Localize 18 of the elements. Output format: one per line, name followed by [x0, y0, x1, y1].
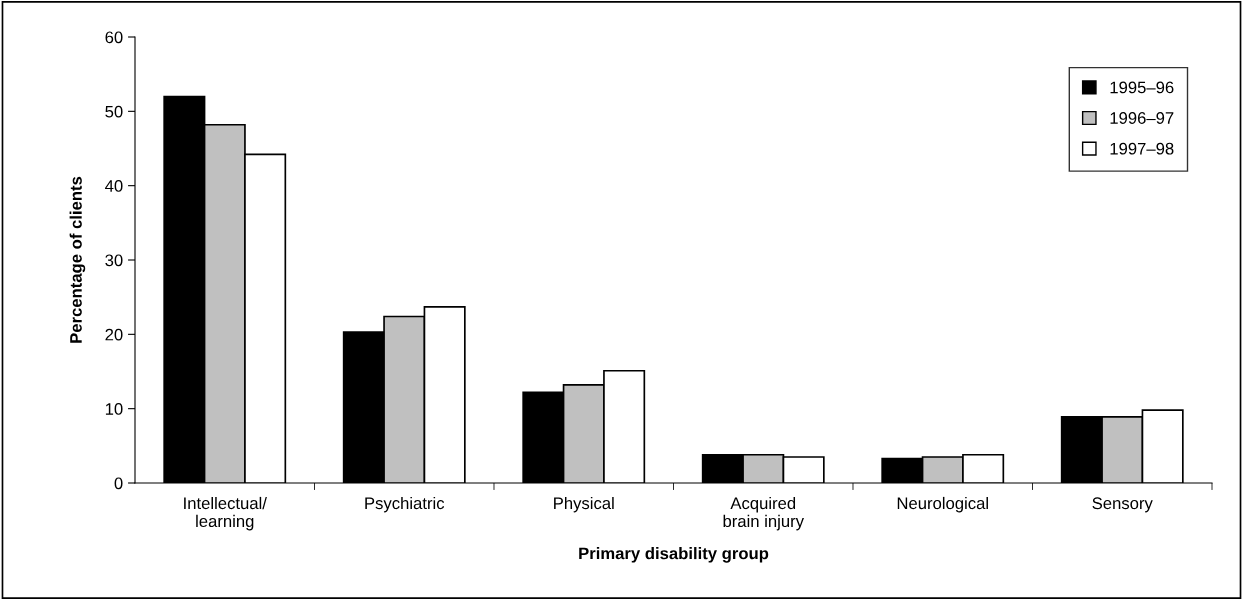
- x-tick-label: Intellectual/ learning: [184, 496, 267, 531]
- legend-label: 1997–98: [1110, 142, 1174, 155]
- x-axis-title: Primary disability group: [579, 547, 769, 563]
- x-tick-label: Sensory: [1092, 497, 1153, 513]
- y-tick-label: 40: [105, 180, 123, 192]
- legend-label: 1995–96: [1110, 81, 1174, 94]
- x-tick-label: Psychiatric: [365, 496, 445, 513]
- y-tick-label: 60: [105, 31, 123, 44]
- x-tick-label: Physical: [554, 496, 614, 513]
- y-tick-label: 50: [105, 105, 123, 118]
- x-tick-label: Neurological: [897, 496, 988, 513]
- x-tick-label: Acquired brain injury: [723, 496, 804, 531]
- y-tick-label: 10: [105, 403, 123, 415]
- legend-label: 1996–97: [1110, 112, 1174, 124]
- y-tick-label: 30: [105, 254, 123, 267]
- y-tick-label: 20: [105, 328, 123, 341]
- y-axis-title: Percentage of clients: [69, 176, 86, 343]
- y-tick-label: 0: [114, 477, 123, 490]
